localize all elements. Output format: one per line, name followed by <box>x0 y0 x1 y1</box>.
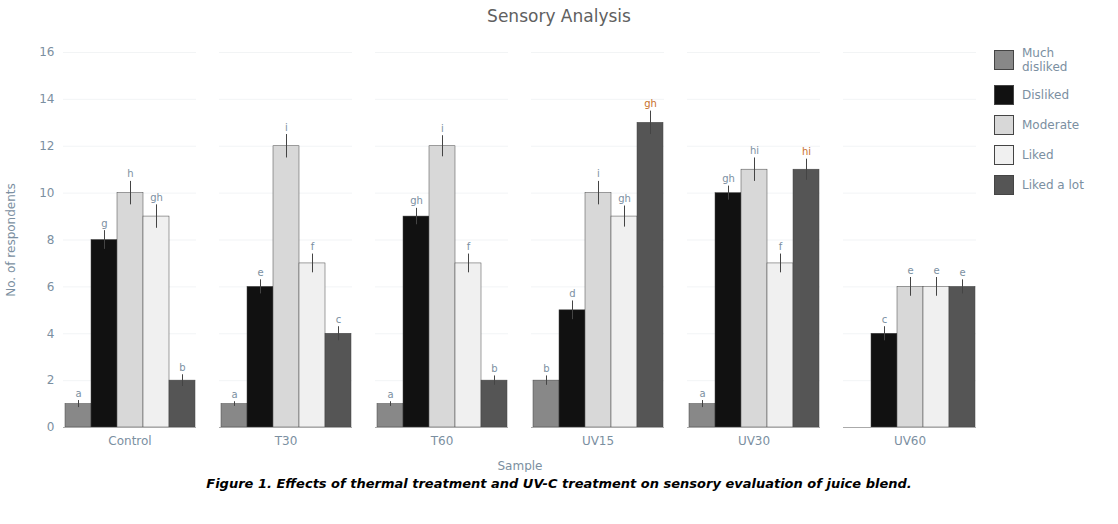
svg-text:T30: T30 <box>274 434 298 448</box>
html-text:Liked: Liked <box>1022 147 1054 162</box>
svg-text:hi: hi <box>750 145 759 156</box>
svg-text:gh: gh <box>644 98 657 109</box>
svg-text:i: i <box>441 123 444 134</box>
svg-text:6: 6 <box>47 280 55 294</box>
svg-text:c: c <box>336 314 342 325</box>
html-text:Liked a lot: Liked a lot <box>1022 177 1084 192</box>
svg-text:gh: gh <box>150 192 163 203</box>
svg-text:UV30: UV30 <box>738 434 770 448</box>
svg-text:e: e <box>959 267 965 278</box>
svg-text:a: a <box>75 388 81 399</box>
svg-text:i: i <box>597 168 600 179</box>
svg-text:b: b <box>179 362 185 373</box>
svg-text:8: 8 <box>47 233 55 247</box>
svg-text:a: a <box>387 389 393 400</box>
svg-text:g: g <box>101 218 107 229</box>
svg-text:a: a <box>699 388 705 399</box>
html-text:Figure 1. Effects of thermal t: Figure 1. Effects of thermal treatment a… <box>206 476 912 491</box>
svg-text:UV15: UV15 <box>582 434 614 448</box>
svg-text:14: 14 <box>39 92 54 106</box>
svg-text:0: 0 <box>47 420 55 434</box>
svg-text:UV60: UV60 <box>894 434 926 448</box>
svg-text:T60: T60 <box>430 434 454 448</box>
svg-text:Control: Control <box>108 434 151 448</box>
svg-text:a: a <box>231 389 237 400</box>
svg-text:hi: hi <box>802 146 811 157</box>
svg-text:b: b <box>491 363 497 374</box>
svg-text:f: f <box>467 241 471 252</box>
html-text:Sensory Analysis: Sensory Analysis <box>487 6 631 26</box>
svg-text:16: 16 <box>39 45 54 59</box>
svg-text:e: e <box>907 265 913 276</box>
html-text:Moderate: Moderate <box>1022 117 1080 132</box>
svg-text:gh: gh <box>722 173 735 184</box>
svg-text:4: 4 <box>47 327 55 341</box>
svg-text:d: d <box>569 288 575 299</box>
html-text:Disliked: Disliked <box>1022 87 1069 102</box>
html-text:Much disliked: Much disliked <box>1022 46 1068 75</box>
svg-text:10: 10 <box>39 186 54 200</box>
svg-text:f: f <box>779 241 783 252</box>
svg-text:Sample: Sample <box>498 459 543 473</box>
svg-text:e: e <box>257 267 263 278</box>
svg-text:i: i <box>285 122 288 133</box>
svg-text:c: c <box>882 314 888 325</box>
svg-text:f: f <box>311 241 315 252</box>
svg-text:e: e <box>933 265 939 276</box>
svg-text:b: b <box>543 363 549 374</box>
svg-text:h: h <box>127 168 133 179</box>
svg-text:2: 2 <box>47 373 55 387</box>
svg-text:gh: gh <box>410 195 423 206</box>
svg-text:No. of respondents: No. of respondents <box>4 183 18 297</box>
svg-text:12: 12 <box>39 139 54 153</box>
svg-text:gh: gh <box>618 193 631 204</box>
